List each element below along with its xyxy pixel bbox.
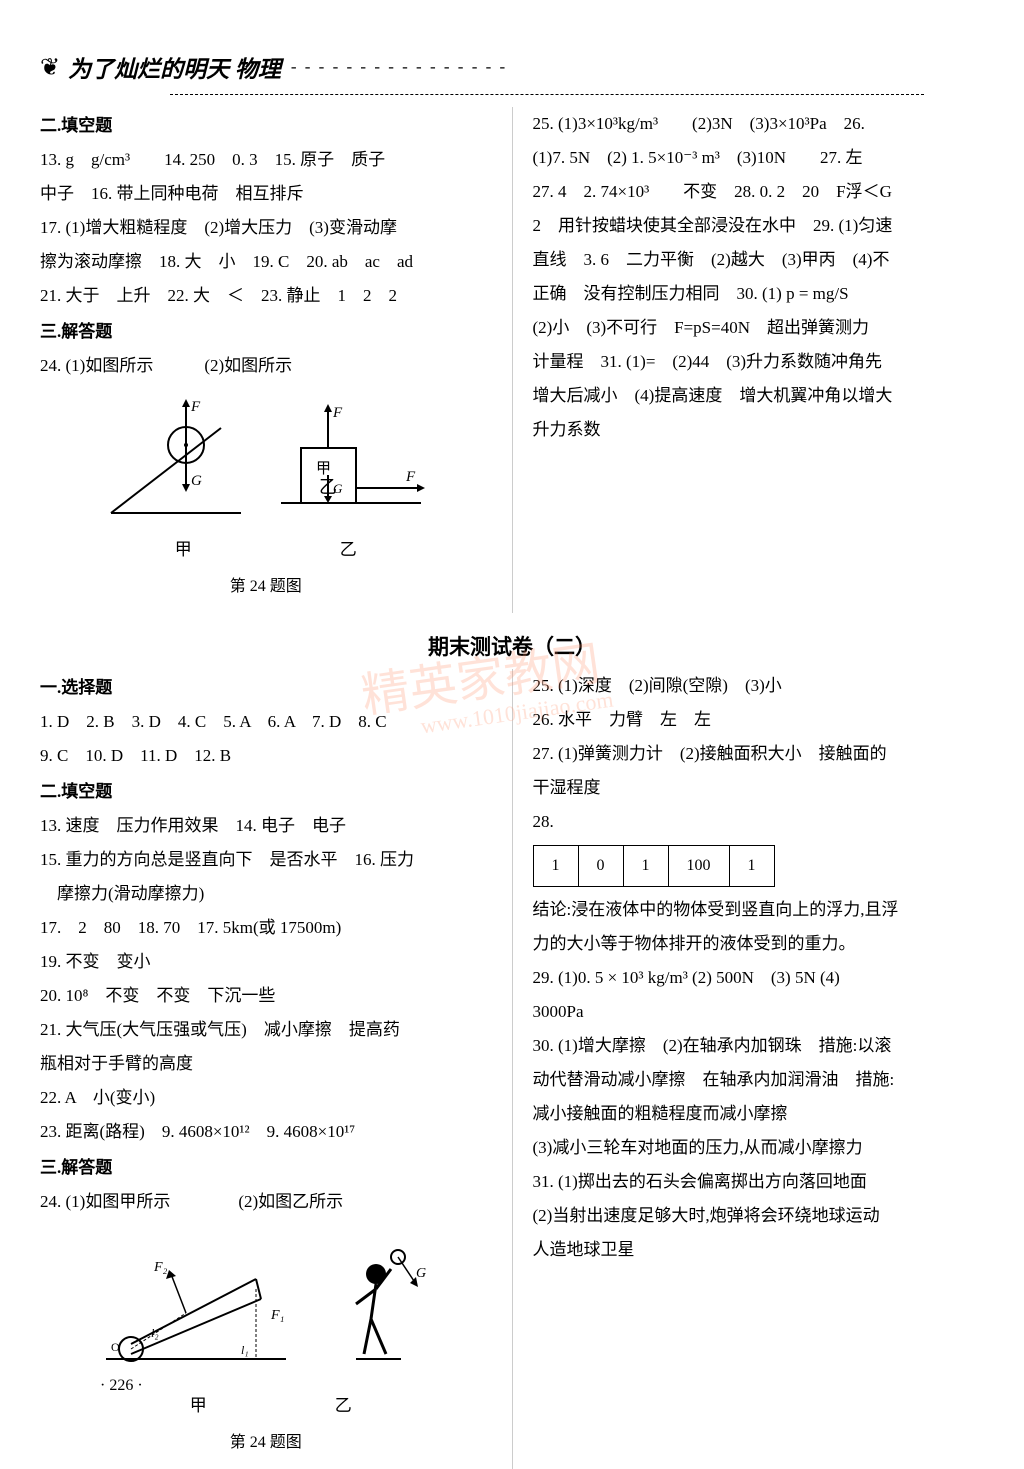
- p2r-line: 干湿程度: [533, 771, 985, 805]
- svg-text:G: G: [416, 1266, 426, 1281]
- p1l-line: 擦为滚动摩擦 18. 大 小 19. C 20. ab ac ad: [40, 245, 492, 279]
- p2r-line: 25. (1)深度 (2)间隙(空隙) (3)小: [533, 669, 985, 703]
- table-cell: 100: [668, 846, 729, 887]
- p1r-line: 升力系数: [533, 413, 985, 447]
- part2-right-col: 25. (1)深度 (2)间隙(空隙) (3)小 26. 水平 力臂 左 左 2…: [533, 669, 985, 1469]
- p2l-line: 23. 距离(路程) 9. 4608×10¹² 9. 4608×10¹⁷: [40, 1115, 492, 1149]
- p1l-line: 24. (1)如图所示 (2)如图所示: [40, 349, 492, 383]
- part1-figure: F G 甲 乙 F G F 甲 乙: [40, 393, 492, 603]
- p2r-line: 29. (1)0. 5 × 10³ kg/m³ (2) 500N (3) 5N …: [533, 961, 985, 995]
- p1r-line: (1)7. 5N (2) 1. 5×10⁻³ m³ (3)10N 27. 左: [533, 141, 985, 175]
- p1r-line: 25. (1)3×10³kg/m³ (2)3N (3)3×10³Pa 26.: [533, 107, 985, 141]
- p2l-line: 22. A 小(变小): [40, 1081, 492, 1115]
- p2r-line: 30. (1)增大摩擦 (2)在轴承内加钢珠 措施:以滚: [533, 1029, 985, 1063]
- p2l-line: 9. C 10. D 11. D 12. B: [40, 739, 492, 773]
- svg-text:l₂: l₂: [151, 1326, 159, 1340]
- p1r-line: 增大后减小 (4)提高速度 增大机翼冲角以增大: [533, 379, 985, 413]
- part1-right-col: 25. (1)3×10³kg/m³ (2)3N (3)3×10³Pa 26. (…: [533, 107, 985, 613]
- p2r-line: 结论:浸在液体中的物体受到竖直向上的浮力,且浮: [533, 893, 985, 927]
- part1-fig-caption: 第 24 题图: [40, 571, 492, 603]
- part2-divider: [512, 669, 513, 1469]
- page-header: ❦ 为了灿烂的明天 物理 - - - - - - - - - - - - - -…: [40, 50, 984, 84]
- svg-text:F₁: F₁: [270, 1308, 284, 1323]
- table-cell: 1: [729, 846, 774, 887]
- p2r-line: 28.: [533, 805, 985, 839]
- p1l-line: 21. 大于 上升 22. 大 ＜ 23. 静止 1 2 2: [40, 279, 492, 313]
- p1r-line: (2)小 (3)不可行 F=pS=40N 超出弹簧测力: [533, 311, 985, 345]
- p2r-line: 27. (1)弹簧测力计 (2)接触面积大小 接触面的: [533, 737, 985, 771]
- table-cell: 1: [623, 846, 668, 887]
- svg-text:O: O: [111, 1340, 120, 1354]
- svg-text:F: F: [332, 405, 343, 421]
- p1l-line: 13. g g/cm³ 14. 250 0. 3 15. 原子 质子: [40, 143, 492, 177]
- p1r-line: 正确 没有控制压力相同 30. (1) p = mg/S: [533, 277, 985, 311]
- p2l-line: 1. D 2. B 3. D 4. C 5. A 6. A 7. D 8. C: [40, 705, 492, 739]
- part2-sec3-label: 三.解答题: [40, 1151, 492, 1185]
- p2r-line: 3000Pa: [533, 995, 985, 1029]
- part2-diagram-svg: F₂ l₂ l₁ F₁ O G: [86, 1229, 446, 1389]
- part1-left-col: 二.填空题 13. g g/cm³ 14. 250 0. 3 15. 原子 质子…: [40, 107, 492, 613]
- part2-columns: 一.选择题 1. D 2. B 3. D 4. C 5. A 6. A 7. D…: [40, 669, 984, 1469]
- svg-text:F: F: [190, 399, 201, 415]
- part2-left-col: 一.选择题 1. D 2. B 3. D 4. C 5. A 6. A 7. D…: [40, 669, 492, 1469]
- p2r-line: 31. (1)掷出去的石头会偏离掷出方向落回地面: [533, 1165, 985, 1199]
- p1l-line: 17. (1)增大粗糙程度 (2)增大压力 (3)变滑动摩: [40, 211, 492, 245]
- part1-sec2-label: 二.填空题: [40, 109, 492, 143]
- fig2-label-yi: 乙: [335, 1389, 352, 1423]
- p2l-line: 摩擦力(滑动摩擦力): [40, 877, 492, 911]
- svg-text:G: G: [191, 473, 202, 489]
- section2-title: 期末测试卷（二）: [40, 631, 984, 661]
- p2l-line: 17. 2 80 18. 70 17. 5km(或 17500m): [40, 911, 492, 945]
- p2l-line: 21. 大气压(大气压强或气压) 减小摩擦 提高药: [40, 1013, 492, 1047]
- fig-label-yi: 乙: [340, 533, 357, 567]
- table-28: 1 0 1 100 1: [533, 845, 775, 887]
- p2r-line: 人造地球卫星: [533, 1233, 985, 1267]
- page-number: · 226 ·: [100, 1377, 143, 1395]
- table-cell: 0: [578, 846, 623, 887]
- p2l-line: 24. (1)如图甲所示 (2)如图乙所示: [40, 1185, 492, 1219]
- header-title: 为了灿烂的明天 物理: [68, 50, 281, 84]
- svg-text:l₁: l₁: [241, 1343, 249, 1357]
- svg-text:F: F: [405, 469, 416, 485]
- p2r-line: 动代替滑动减小摩擦 在轴承内加润滑油 措施:: [533, 1063, 985, 1097]
- p2r-line: 力的大小等于物体排开的液体受到的重力。: [533, 927, 985, 961]
- p2l-line: 20. 10⁸ 不变 不变 下沉一些: [40, 979, 492, 1013]
- p1l-line: 中子 16. 带上同种电荷 相互排斥: [40, 177, 492, 211]
- part2-sec1-label: 一.选择题: [40, 671, 492, 705]
- header-underline: [170, 94, 924, 95]
- p1r-line: 27. 4 2. 74×10³ 不变 28. 0. 2 20 F浮＜G: [533, 175, 985, 209]
- p2l-line: 19. 不变 变小: [40, 945, 492, 979]
- svg-text:F₂: F₂: [153, 1260, 168, 1275]
- part1-columns: 二.填空题 13. g g/cm³ 14. 250 0. 3 15. 原子 质子…: [40, 107, 984, 613]
- table-row: 1 0 1 100 1: [533, 846, 774, 887]
- p1r-line: 2 用针按蜡块使其全部浸没在水中 29. (1)匀速: [533, 209, 985, 243]
- fig2-label-jia: 甲: [190, 1389, 207, 1423]
- p2r-line: (2)当射出速度足够大时,炮弹将会环绕地球运动: [533, 1199, 985, 1233]
- fig-label-jia: 甲: [175, 533, 192, 567]
- p1r-line: 计量程 31. (1)= (2)44 (3)升力系数随冲角先: [533, 345, 985, 379]
- p2l-line: 13. 速度 压力作用效果 14. 电子 电子: [40, 809, 492, 843]
- p2l-line: 瓶相对于手臂的高度: [40, 1047, 492, 1081]
- p2r-line: (3)减小三轮车对地面的压力,从而减小摩擦力: [533, 1131, 985, 1165]
- part2-fig-caption: 第 24 题图: [40, 1427, 492, 1459]
- part1-divider: [512, 107, 513, 613]
- part1-sec3-label: 三.解答题: [40, 315, 492, 349]
- header-dashes: - - - - - - - - - - - - - - - -: [291, 57, 507, 77]
- p1r-line: 直线 3. 6 二力平衡 (2)越大 (3)甲丙 (4)不: [533, 243, 985, 277]
- part1-diagram-svg: F G 甲 乙 F G F: [101, 393, 431, 533]
- part2-sec2-label: 二.填空题: [40, 775, 492, 809]
- svg-text:G: G: [333, 481, 343, 496]
- p2l-line: 15. 重力的方向总是竖直向下 是否水平 16. 压力: [40, 843, 492, 877]
- header-logo-icon: ❦: [40, 53, 60, 82]
- table-cell: 1: [533, 846, 578, 887]
- p2r-line: 减小接触面的粗糙程度而减小摩擦: [533, 1097, 985, 1131]
- p2r-line: 26. 水平 力臂 左 左: [533, 703, 985, 737]
- svg-text:甲: 甲: [316, 461, 331, 477]
